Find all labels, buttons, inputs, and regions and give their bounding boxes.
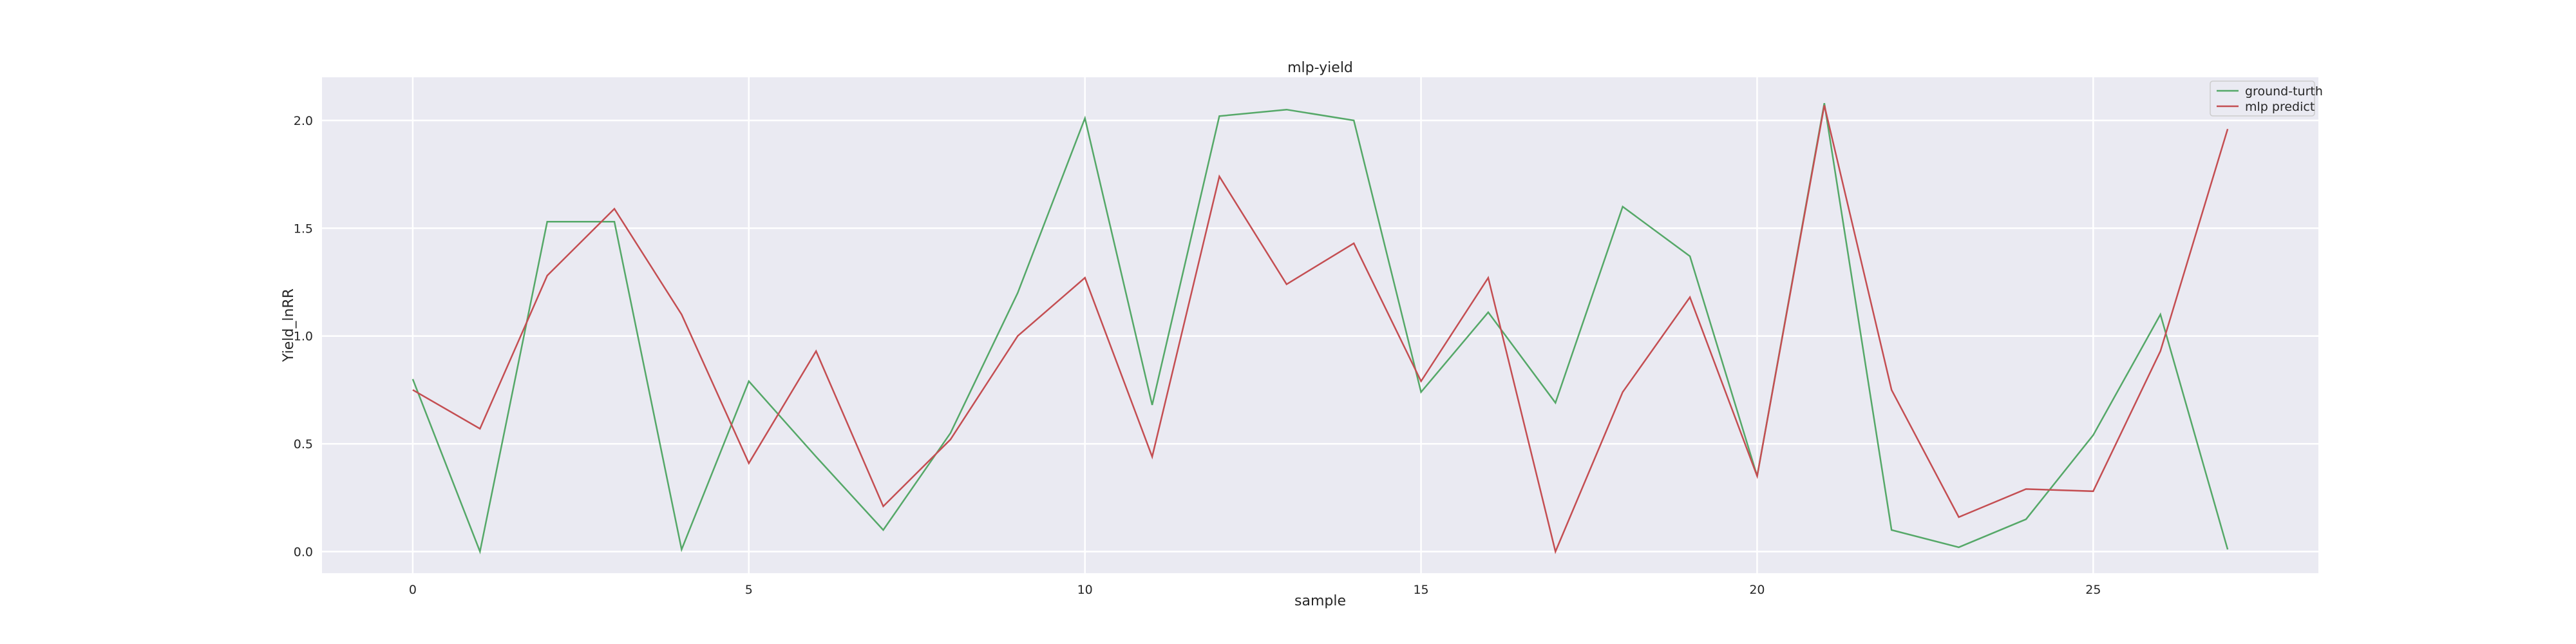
series-line-ground-turth [412,102,2229,554]
y-axis-ticks: 0.0 0.5 1.0 1.5 2.0 [294,114,313,560]
y-tick-label: 0.5 [294,437,313,451]
series-lines [412,102,2229,554]
legend-label-ground-turth: ground-turth [2245,84,2323,99]
x-tick-label: 15 [1413,583,1428,597]
x-tick-label: 20 [1749,583,1765,597]
legend: ground-turth mlp predict [2210,80,2323,117]
x-tick-label: 5 [745,583,753,597]
legend-label-mlp-predict: mlp predict [2245,100,2315,114]
x-tick-label: 10 [1077,583,1093,597]
y-tick-label: 1.0 [294,330,313,344]
plot-area [322,77,2318,573]
x-tick-label: 25 [2085,583,2101,597]
x-axis-label: sample [1294,593,1346,609]
y-tick-label: 2.0 [294,114,313,128]
chart-title: mlp-yield [1287,60,1353,76]
y-tick-label: 1.5 [294,222,313,236]
y-axis-label: Yield_lnRR [281,289,297,363]
series-line-mlp-predict [412,105,2229,554]
x-tick-label: 0 [409,583,417,597]
legend-box [2210,80,2315,117]
grid [322,77,2318,573]
x-axis-ticks: 0 5 10 15 20 25 [409,583,2101,597]
y-tick-label: 0.0 [294,545,313,560]
